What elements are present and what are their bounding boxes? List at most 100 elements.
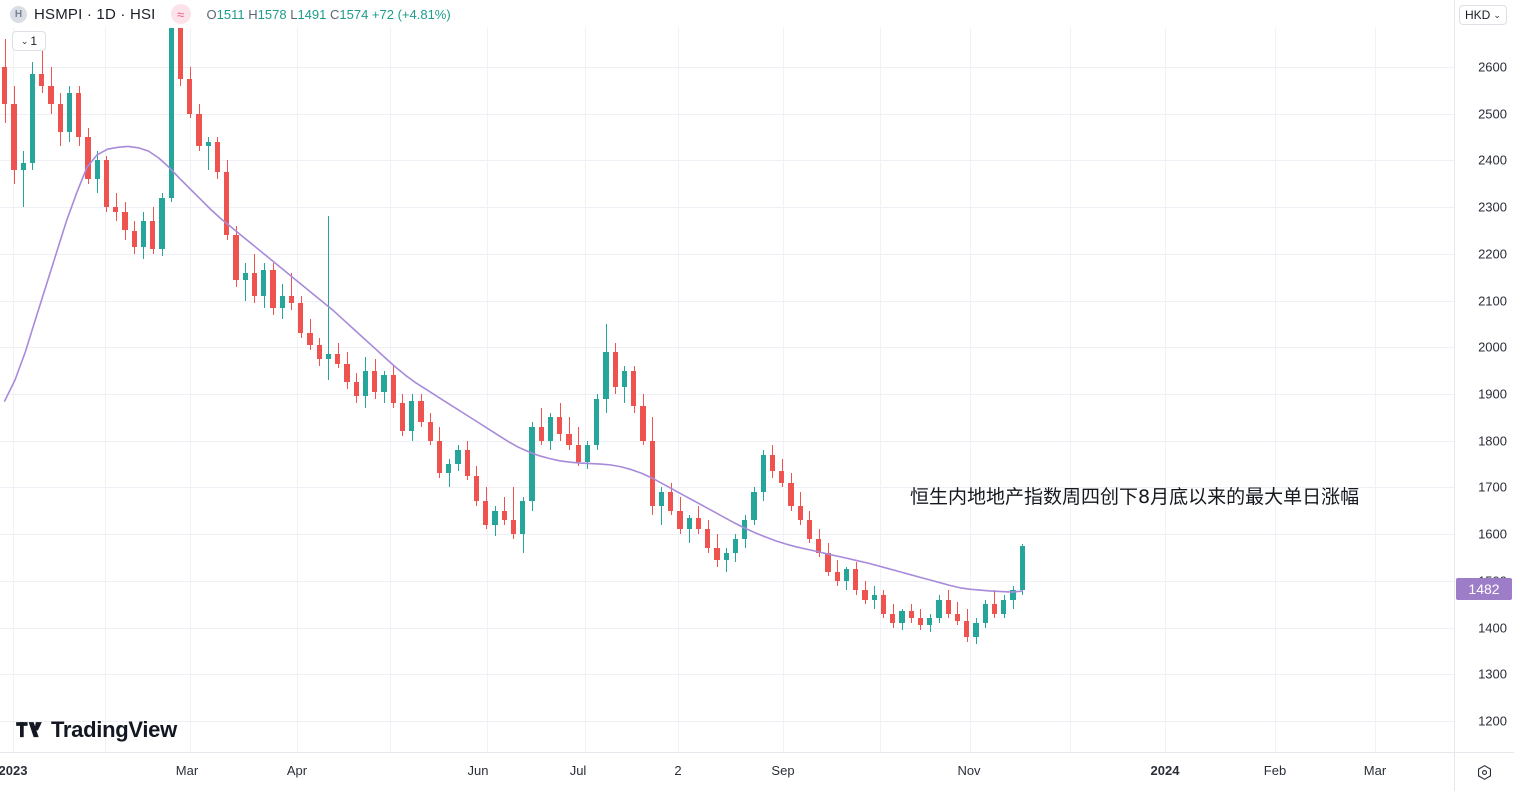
candle-body [1019, 546, 1025, 591]
time-tick: Feb [1263, 763, 1287, 778]
candle-body [11, 104, 17, 170]
price-tick: 2100 [1478, 293, 1507, 309]
ohlc-readout: O1511 H1578 L1491 C1574 +72 (+4.81%) [207, 7, 451, 22]
candle-body [150, 221, 156, 250]
candle-body [594, 398, 600, 446]
candle-body [760, 454, 766, 493]
candle-body [316, 344, 322, 359]
candle-body [806, 520, 813, 539]
candle-body [529, 426, 535, 502]
price-tick: 2300 [1478, 199, 1507, 215]
symbol-logo-icon: H [10, 5, 27, 23]
candle-body [631, 370, 637, 406]
price-axis[interactable]: HKD ⌄ 1482 2600 2500 2400 2300 2200 2100 2000 1… [1454, 0, 1514, 752]
time-tick: Apr [286, 763, 308, 778]
interval-value: 1 [30, 34, 38, 48]
gridline-horizontal [0, 581, 1454, 582]
gridline-vertical [678, 0, 679, 752]
candle-body [29, 74, 36, 163]
candle-body [362, 370, 369, 397]
candle-body [520, 501, 526, 535]
candle-body [66, 92, 73, 133]
candle-body [325, 354, 332, 359]
candle-wick [42, 48, 43, 93]
candle-body [446, 464, 452, 474]
candle-body [307, 333, 313, 345]
candle-body [501, 510, 507, 521]
gridline-horizontal [0, 394, 1454, 395]
gridline-vertical [487, 0, 488, 752]
gridline-vertical [105, 0, 106, 752]
candle-body [890, 613, 896, 623]
gridline-vertical [190, 0, 191, 752]
price-tick: 1800 [1478, 433, 1507, 449]
candle-body [816, 538, 822, 553]
gridline-horizontal [0, 114, 1454, 115]
candle-body [677, 510, 683, 530]
chart-grid [0, 0, 1454, 752]
candle-body [1001, 599, 1007, 614]
candle-wick [208, 137, 209, 170]
candle-body [113, 207, 119, 212]
candle-body [538, 426, 544, 441]
candle-body [566, 433, 572, 446]
candle-wick [245, 263, 246, 301]
candle-body [418, 401, 424, 423]
time-tick: Nov [957, 763, 981, 778]
gridline-horizontal [0, 67, 1454, 68]
candle-body [723, 552, 729, 560]
candle-body [409, 401, 415, 432]
candle-wick [449, 459, 450, 488]
symbol-title[interactable]: HSMPI · 1D · HSI [34, 5, 156, 23]
price-tick: 1600 [1478, 526, 1507, 542]
gridline-vertical [880, 0, 881, 752]
candle-body [335, 354, 341, 364]
candle-body [695, 517, 702, 530]
candle-body [649, 440, 655, 507]
gridline-vertical [13, 0, 14, 752]
close-value: 1574 [339, 6, 369, 22]
time-tick: Jul [569, 763, 587, 778]
candle-body [261, 270, 267, 296]
candle-body [954, 613, 961, 621]
currency-selector[interactable]: HKD ⌄ [1459, 5, 1507, 25]
price-tick: 2600 [1478, 59, 1507, 75]
candle-body [612, 351, 618, 387]
candle-body [399, 403, 406, 432]
candle-body [251, 272, 258, 296]
candle-body [196, 113, 202, 147]
chevron-down-icon: ⌄ [20, 35, 29, 46]
candle-body [547, 417, 554, 441]
candle-body [288, 295, 295, 303]
candle-wick [994, 590, 995, 619]
chart-settings-button[interactable] [1454, 753, 1514, 791]
candle-body [742, 520, 748, 539]
price-tick: 2000 [1478, 339, 1507, 355]
candle-body [982, 604, 988, 623]
gridline-horizontal [0, 487, 1454, 488]
chart-header: H HSMPI · 1D · HSI ≈ O1511 H1578 L1491 C… [0, 0, 1454, 28]
gridline-vertical [297, 0, 298, 752]
price-tick: 1400 [1478, 620, 1507, 636]
candle-wick [116, 193, 117, 222]
interval-selector[interactable]: ⌄ 1 [12, 31, 46, 51]
candle-wick [569, 417, 570, 451]
settings-icon [1477, 764, 1492, 780]
candle-body [94, 160, 100, 180]
time-axis[interactable]: 2023 Mar Apr Jun Jul 2 Sep Nov 2024 Feb Mar [0, 752, 1514, 791]
candle-body [714, 548, 720, 560]
candle-body [1010, 590, 1016, 600]
candle-body [103, 160, 110, 208]
chart-pane[interactable] [0, 0, 1454, 752]
low-label: L [290, 6, 298, 22]
low-value: 1491 [297, 6, 327, 22]
candle-wick [726, 548, 727, 572]
wave-badge-icon[interactable]: ≈ [170, 4, 191, 24]
price-tick: 1200 [1478, 713, 1507, 729]
currency-label: HKD [1465, 8, 1491, 22]
candle-body [187, 78, 193, 114]
candle-body [899, 611, 905, 623]
candle-body [298, 302, 304, 334]
gridline-horizontal [0, 160, 1454, 161]
